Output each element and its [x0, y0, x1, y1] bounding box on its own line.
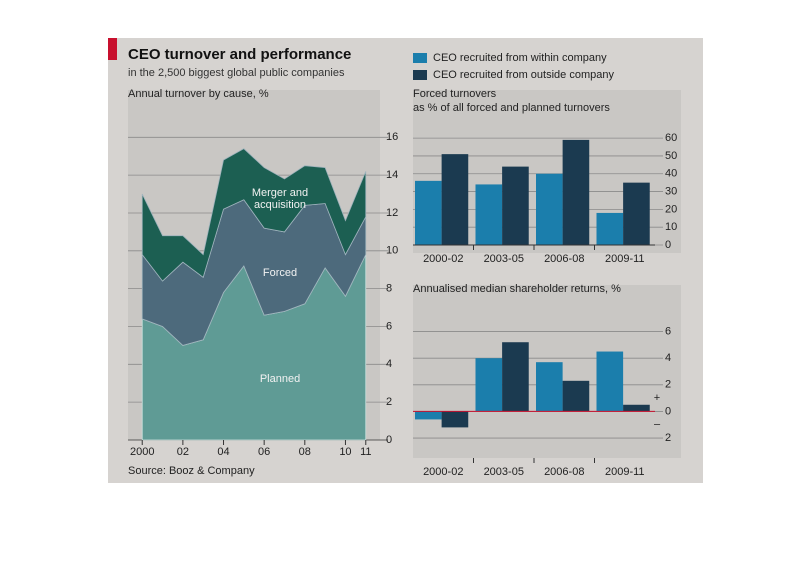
y-sign-label: +: [654, 392, 660, 404]
bar: [502, 166, 529, 245]
x-tick-label: 08: [299, 446, 311, 458]
legend-swatch: [413, 70, 427, 80]
y-tick-label: 10: [665, 221, 677, 233]
y-tick-label: 10: [386, 245, 398, 257]
bar: [596, 351, 624, 412]
area-label-text: Merger and acquisition: [251, 186, 309, 211]
y-tick-label: 6: [665, 325, 671, 337]
x-tick-label: 2000-02: [423, 253, 463, 265]
x-tick-label: 2003-05: [484, 466, 524, 478]
y-tick-label: 30: [665, 185, 677, 197]
bar: [596, 212, 624, 245]
source: Source: Booz & Company: [128, 465, 255, 477]
x-tick-label: 04: [217, 446, 229, 458]
y-tick-label: 4: [386, 358, 392, 370]
y-tick-label: 16: [386, 131, 398, 143]
y-tick-label: 20: [665, 203, 677, 215]
bar: [623, 404, 650, 412]
y-tick-label: 0: [386, 434, 392, 446]
y-tick-label: 14: [386, 169, 398, 181]
y-tick-label: 6: [386, 320, 392, 332]
bar: [502, 342, 529, 412]
x-tick-label: 2009-11: [605, 253, 645, 265]
y-tick-label: 0: [665, 405, 671, 417]
legend-label: CEO recruited from within company: [433, 52, 607, 64]
x-tick-label: 2000-02: [423, 466, 463, 478]
area-label-text: Planned: [259, 372, 301, 385]
legend-label: CEO recruited from outside company: [433, 69, 614, 81]
x-tick-label: 2003-05: [484, 253, 524, 265]
bar: [415, 180, 442, 245]
x-tick-label: 2006-08: [544, 466, 584, 478]
y-tick-label: 50: [665, 150, 677, 162]
chart-subtitle: as % of all forced and planned turnovers: [413, 102, 610, 114]
chart-title: Forced turnovers: [413, 88, 497, 100]
bar: [441, 154, 469, 245]
subtitle: in the 2,500 biggest global public compa…: [128, 67, 345, 79]
bar: [623, 182, 650, 245]
area: [141, 148, 367, 282]
title: CEO turnover and performance: [128, 46, 351, 63]
y-tick-label: 60: [665, 132, 677, 144]
chart-title: Annualised median shareholder returns, %: [413, 283, 621, 295]
area-label: Forced: [262, 266, 298, 279]
x-tick-label: 10: [339, 446, 351, 458]
y-tick-label: 4: [665, 352, 671, 364]
x-tick-label: 2009-11: [605, 466, 645, 478]
bar: [562, 139, 590, 245]
x-tick-label: 06: [258, 446, 270, 458]
legend-swatch: [413, 53, 427, 63]
bar: [441, 411, 469, 428]
bar: [475, 184, 503, 245]
area-label: Merger and acquisition: [251, 186, 309, 211]
x-tick-label: 2006-08: [544, 253, 584, 265]
y-tick-label: 40: [665, 168, 677, 180]
area-label: Planned: [259, 372, 301, 385]
y-tick-label: 2: [665, 379, 671, 391]
y-tick-label: 2: [665, 432, 671, 444]
y-tick-label: 2: [386, 396, 392, 408]
bar: [562, 380, 590, 412]
bar: [536, 362, 563, 412]
x-tick-label: 2000: [130, 446, 154, 458]
bar: [415, 411, 442, 420]
bar: [536, 173, 563, 245]
y-tick-label: 0: [665, 239, 671, 251]
bar: [475, 358, 503, 412]
area-label-text: Forced: [262, 266, 298, 279]
y-tick-label: 8: [386, 283, 392, 295]
x-tick-label: 11: [360, 446, 371, 458]
red-tag: [108, 38, 117, 60]
chart-title: Annual turnover by cause, %: [128, 88, 269, 100]
y-tick-label: 12: [386, 207, 398, 219]
y-sign-label: –: [654, 419, 661, 431]
x-tick-label: 02: [177, 446, 189, 458]
